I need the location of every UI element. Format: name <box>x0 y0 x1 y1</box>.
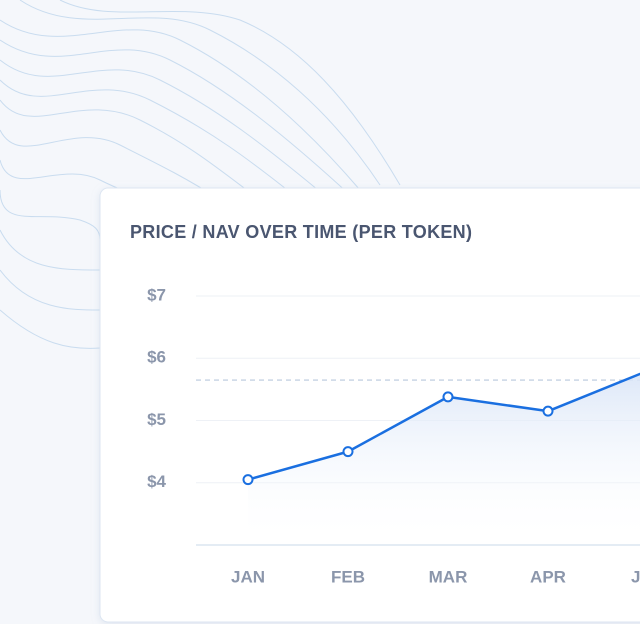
plot: $4 $5 $6 $7 JAN FEB MAR APR JUN <box>147 285 640 586</box>
card <box>99 187 640 623</box>
point <box>442 391 454 403</box>
x-tick-label: JUN <box>631 567 640 586</box>
x-tick-label: FEB <box>331 567 365 586</box>
x-tick-label: MAR <box>429 567 468 586</box>
chart-title: PRICE / NAV OVER TIME (PER TOKEN) <box>130 222 472 242</box>
y-tick-label: $6 <box>147 348 166 367</box>
x-tick-label: JAN <box>231 567 265 586</box>
y-tick-label: $4 <box>147 472 166 491</box>
y-tick-label: $5 <box>147 410 166 429</box>
point <box>242 474 254 486</box>
point <box>542 405 554 417</box>
area <box>248 373 640 545</box>
point <box>342 446 354 458</box>
background-contours <box>0 0 401 349</box>
x-tick-label: APR <box>530 567 566 586</box>
y-tick-label: $7 <box>147 285 166 304</box>
